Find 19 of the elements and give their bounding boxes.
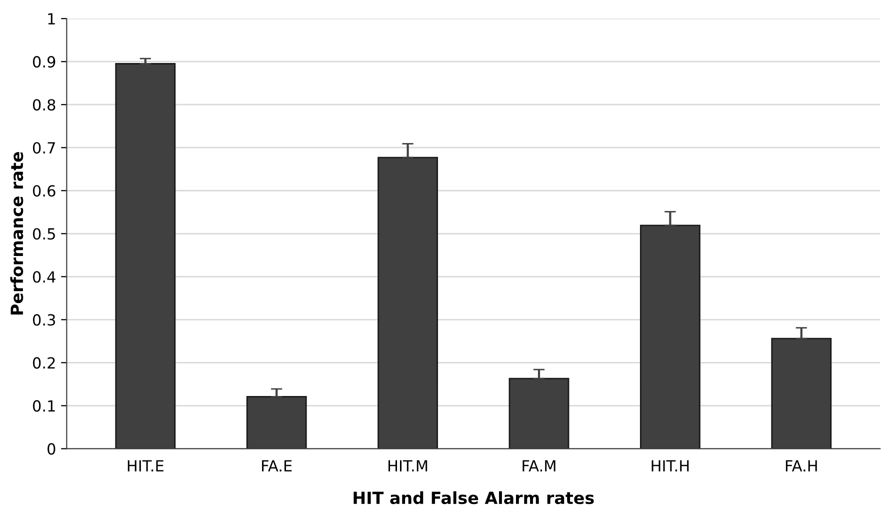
y-tick-label: 0.3 <box>32 314 56 326</box>
y-tick-label: 0.5 <box>32 228 55 240</box>
x-axis-title: HIT and False Alarm rates <box>354 491 594 504</box>
x-tick-label: HIT.M <box>388 460 428 472</box>
y-tick-label: 0.8 <box>32 99 56 111</box>
y-axis-title: Performance rate <box>10 152 24 315</box>
y-tick-label: 0.2 <box>32 357 55 369</box>
y-tick-label: 0.6 <box>32 185 56 197</box>
y-tick-label: 0.9 <box>32 56 56 68</box>
x-tick-label: FA.E <box>262 460 292 472</box>
x-tick-label: HIT.E <box>128 460 164 472</box>
y-tick-label: 0.4 <box>32 271 56 283</box>
x-tick-label: FA.H <box>786 460 817 472</box>
y-tick-label: 0.1 <box>32 400 55 412</box>
y-tick-label: 0 <box>48 443 56 455</box>
x-tick-label: HIT.H <box>652 460 689 472</box>
x-tick-label: FA.M <box>522 460 556 472</box>
y-tick-label: 0.7 <box>32 142 55 154</box>
y-tick-label: 1 <box>48 13 55 24</box>
